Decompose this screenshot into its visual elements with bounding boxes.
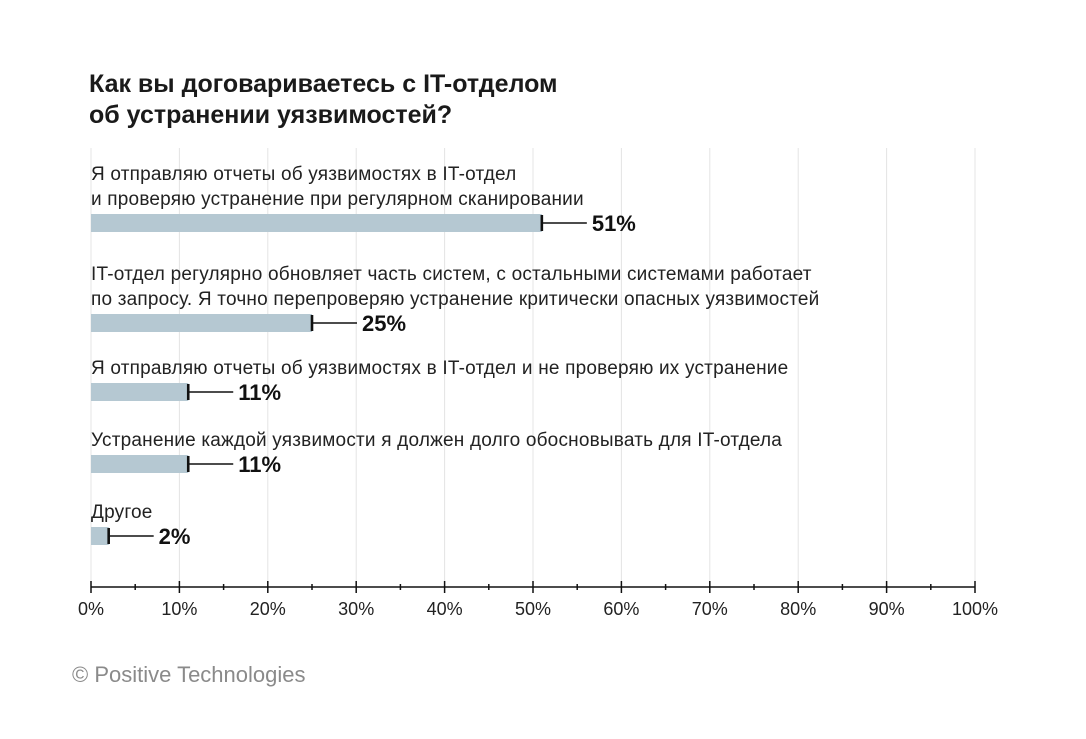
bar-row: Я отправляю отчеты об уязвимостях в IT-о…: [91, 358, 788, 405]
category-label: Я отправляю отчеты об уязвимостях в IT-о…: [91, 164, 516, 185]
x-tick-label: 70%: [692, 599, 728, 619]
chart-title-line: Как вы договариваетесь с IT-отделом: [89, 70, 558, 98]
bar: [91, 455, 189, 473]
bar-row: Я отправляю отчеты об уязвимостях в IT-о…: [91, 164, 636, 236]
bar: [91, 214, 542, 232]
category-label: Устранение каждой уязвимости я должен до…: [91, 430, 782, 451]
value-label: 11%: [238, 380, 281, 405]
x-tick-label: 0%: [78, 599, 104, 619]
x-tick-label: 60%: [603, 599, 639, 619]
x-tick-label: 20%: [250, 599, 286, 619]
category-label: Другое: [91, 502, 153, 523]
bars: Я отправляю отчеты об уязвимостях в IT-о…: [91, 164, 819, 549]
bar: [91, 314, 312, 332]
chart-title: Как вы договариваетесь с IT-отделом об ус…: [89, 70, 558, 129]
value-label: 51%: [592, 211, 636, 236]
x-tick-label: 10%: [161, 599, 197, 619]
x-tick-label: 30%: [338, 599, 374, 619]
copyright-text: © Positive Technologies: [72, 662, 306, 687]
category-label: IT-отдел регулярно обновляет часть систе…: [91, 264, 812, 285]
value-label: 11%: [238, 452, 281, 477]
x-tick-label: 40%: [427, 599, 463, 619]
x-tick-label: 90%: [869, 599, 905, 619]
bar-row: Устранение каждой уязвимости я должен до…: [91, 430, 782, 477]
chart-title-line: об устранении уязвимостей?: [89, 101, 452, 129]
bar: [91, 527, 109, 545]
value-label: 25%: [362, 311, 406, 336]
category-label: и проверяю устранение при регулярном ска…: [91, 189, 584, 210]
bar-row: Другое 2%: [91, 502, 190, 549]
bar-row: IT-отдел регулярно обновляет часть систе…: [91, 264, 819, 336]
x-tick-label: 50%: [515, 599, 551, 619]
bar: [91, 383, 189, 401]
x-tick-label: 80%: [780, 599, 816, 619]
x-axis: 0% 10% 20% 30% 40% 50% 60% 70% 80% 90% 100%: [78, 581, 998, 619]
x-tick-label: 100%: [952, 599, 998, 619]
value-label: 2%: [159, 524, 191, 549]
category-label: Я отправляю отчеты об уязвимостях в IT-о…: [91, 358, 788, 379]
category-label: по запросу. Я точно перепроверяю устране…: [91, 289, 819, 310]
